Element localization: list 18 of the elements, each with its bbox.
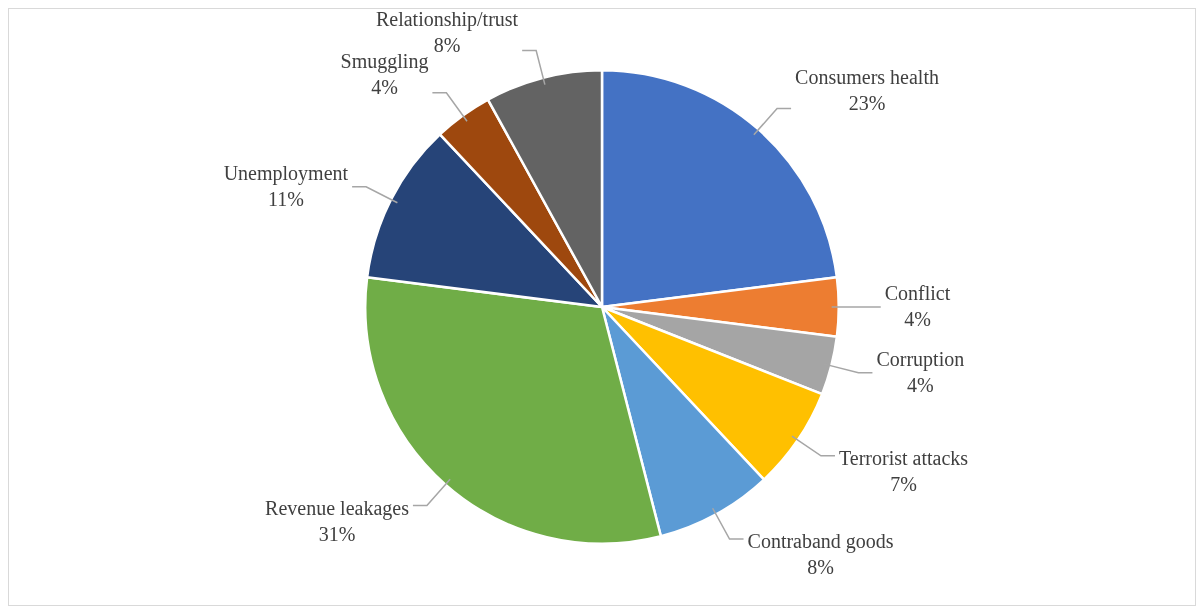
data-label: 8% (807, 556, 834, 579)
slice-label: Corruption (876, 348, 965, 372)
data-label: 23% (848, 91, 886, 114)
slice-label: Smuggling (340, 50, 429, 74)
data-label: 11% (267, 188, 304, 211)
slice-label: Consumers health (795, 65, 939, 88)
data-label: 31% (318, 522, 356, 545)
slice-label: Conflict (884, 282, 951, 305)
data-label: 8% (433, 33, 461, 56)
slice-label: Relationship/trust (375, 7, 519, 31)
data-label: 4% (371, 76, 398, 99)
data-label: 4% (904, 308, 931, 331)
slice-label: Revenue leakages (265, 496, 410, 520)
data-label: 7% (890, 473, 917, 496)
slice-label: Terrorist attacks (838, 447, 969, 470)
slice-label: Unemployment (223, 162, 349, 186)
slice-label: Contraband goods (747, 530, 894, 554)
data-label: 4% (906, 374, 934, 397)
